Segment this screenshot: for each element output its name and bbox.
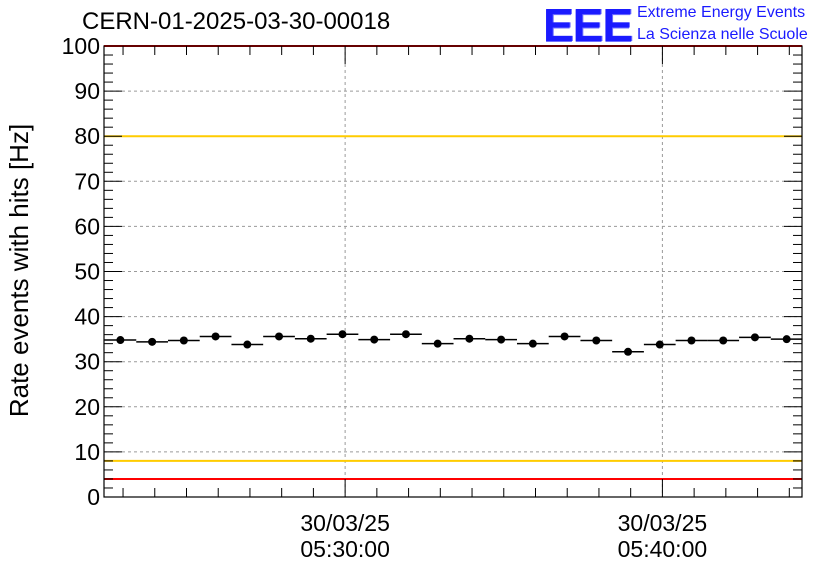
y-tick-label: 40 <box>74 304 100 330</box>
data-point <box>116 336 125 345</box>
data-point <box>148 337 157 346</box>
logo-mark: EEE <box>543 0 633 51</box>
logo-line-1: Extreme Energy Events <box>637 4 806 21</box>
data-point <box>528 339 537 348</box>
data-point <box>179 336 188 345</box>
data-point <box>719 336 728 345</box>
x-tick-label-date: 30/03/25 <box>618 510 708 536</box>
x-tick-label-date: 30/03/25 <box>300 510 390 536</box>
y-tick-label: 0 <box>87 484 100 510</box>
data-point <box>592 336 601 345</box>
x-tick-label-time: 05:30:00 <box>300 536 390 562</box>
chart-title: CERN-01-2025-03-30-00018 <box>82 8 391 35</box>
data-point <box>401 330 410 339</box>
data-point <box>243 340 252 349</box>
data-point <box>560 332 569 341</box>
logo-line-2: La Scienza nelle Scuole <box>637 26 808 43</box>
data-point <box>338 330 347 339</box>
y-axis-label: Rate events with hits [Hz] <box>4 124 34 417</box>
data-point <box>306 334 315 343</box>
grid <box>104 46 802 497</box>
data-point <box>211 332 220 341</box>
data-point <box>750 333 759 342</box>
y-tick-label: 80 <box>74 123 100 149</box>
y-tick-label: 30 <box>74 349 100 375</box>
y-tick-label: 100 <box>62 33 100 59</box>
y-tick-label: 10 <box>74 439 100 465</box>
data-point <box>275 332 284 341</box>
data-point <box>433 339 442 348</box>
data-point <box>624 347 633 356</box>
data-point <box>465 334 474 343</box>
y-tick-label: 70 <box>74 168 100 194</box>
y-tick-label: 60 <box>74 213 100 239</box>
data-point <box>370 335 379 344</box>
y-tick-label: 20 <box>74 394 100 420</box>
data-point <box>782 335 791 344</box>
x-tick-label-time: 05:40:00 <box>618 536 708 562</box>
data-point <box>497 335 506 344</box>
y-tick-label: 90 <box>74 78 100 104</box>
data-point <box>687 336 696 345</box>
data-series <box>104 330 803 356</box>
y-tick-label: 50 <box>74 259 100 285</box>
data-point <box>655 340 664 349</box>
